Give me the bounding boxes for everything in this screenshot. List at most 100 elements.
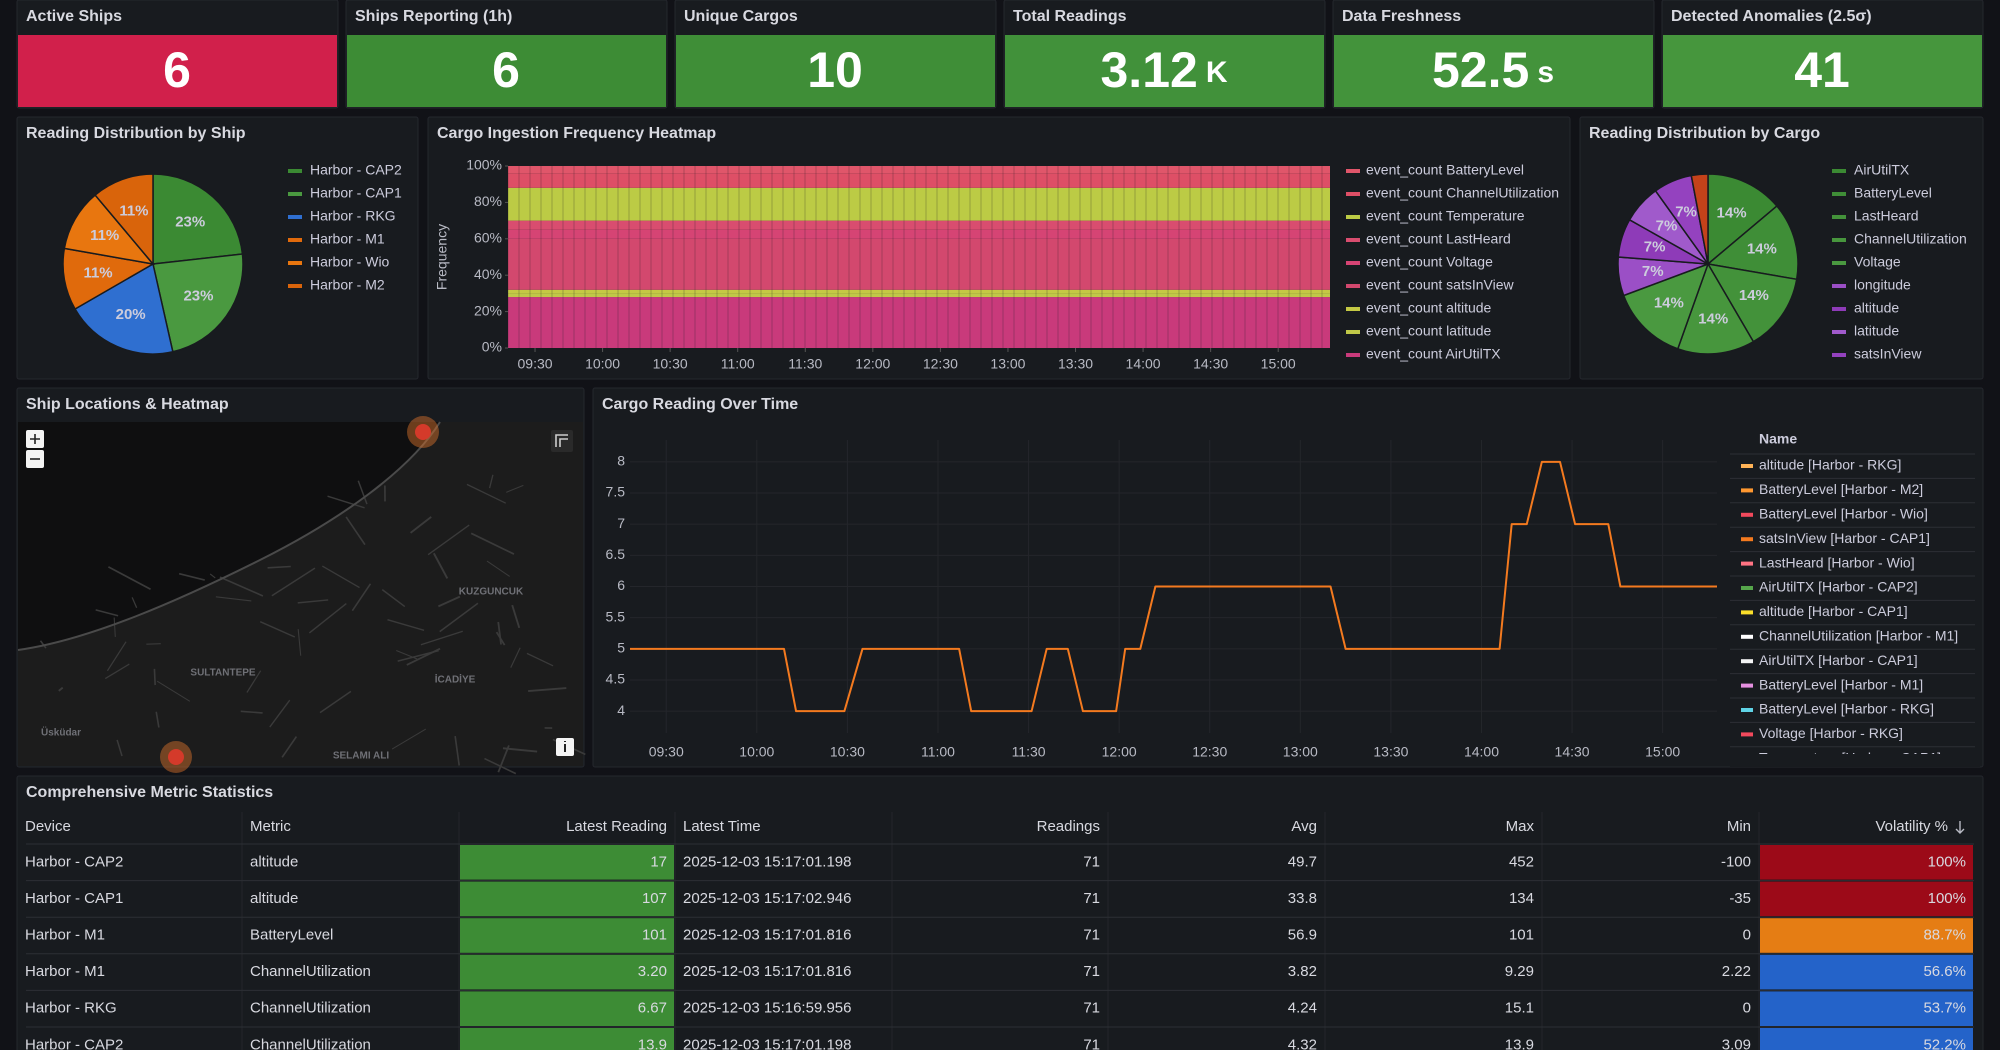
- panel-title: Cargo Ingestion Frequency Heatmap: [437, 125, 716, 142]
- column-header[interactable]: Avg: [1291, 818, 1317, 835]
- legend-label[interactable]: Voltage [Harbor - RKG]: [1759, 725, 1903, 741]
- table-cell: 6.67: [638, 1000, 667, 1017]
- column-header[interactable]: Min: [1727, 818, 1751, 835]
- x-tick-label: 11:00: [921, 744, 955, 760]
- legend-label[interactable]: ChannelUtilization [Harbor - M1]: [1759, 628, 1958, 644]
- x-tick-label: 13:00: [990, 356, 1025, 372]
- reading-cell: [460, 845, 674, 880]
- slice-label: 11%: [119, 203, 148, 220]
- panel-title: Reading Distribution by Ship: [26, 125, 246, 142]
- table-cell: 49.7: [1288, 853, 1317, 870]
- panel-title: Cargo Reading Over Time: [602, 396, 798, 413]
- x-tick-label: 10:00: [739, 744, 774, 760]
- x-tick-label: 14:00: [1464, 744, 1499, 760]
- table-cell: 33.8: [1288, 890, 1317, 907]
- table-cell: ChannelUtilization: [250, 1000, 371, 1017]
- table-cell: 0: [1743, 1000, 1751, 1017]
- table-cell: 3.09: [1722, 1036, 1751, 1050]
- table-cell: ChannelUtilization: [250, 963, 371, 980]
- legend-label: event_count AirUtilTX: [1366, 346, 1501, 362]
- map-label: KUZGUNCUK: [459, 587, 524, 598]
- legend-label: ChannelUtilization: [1854, 231, 1967, 247]
- slice-label: 14%: [1698, 311, 1728, 328]
- layers-button[interactable]: [551, 430, 573, 452]
- heatmap-band: [508, 290, 1330, 294]
- table-cell: 107: [642, 890, 667, 907]
- map-road: [146, 644, 160, 645]
- stat-unit: s: [1537, 56, 1554, 89]
- x-tick-label: 10:30: [830, 744, 865, 760]
- x-tick-label: 13:00: [1283, 744, 1318, 760]
- legend-label[interactable]: BatteryLevel [Harbor - M1]: [1759, 676, 1923, 692]
- legend-label: event_count LastHeard: [1366, 231, 1511, 247]
- legend-label[interactable]: AirUtilTX [Harbor - CAP1]: [1759, 652, 1918, 668]
- table-cell: 101: [642, 926, 667, 943]
- legend-label[interactable]: BatteryLevel [Harbor - RKG]: [1759, 701, 1934, 717]
- table-cell: 71: [1083, 1000, 1100, 1017]
- x-tick-label: 11:30: [788, 356, 822, 372]
- legend-label: Harbor - CAP1: [310, 185, 402, 201]
- panel-title: Active Ships: [26, 8, 122, 25]
- legend-label[interactable]: AirUtilTX [Harbor - CAP2]: [1759, 579, 1918, 595]
- table-cell: 2025-12-03 15:17:01.198: [683, 1036, 851, 1050]
- column-header[interactable]: Max: [1506, 818, 1535, 835]
- legend-fade: [1730, 754, 1980, 767]
- table-cell: altitude: [250, 890, 298, 907]
- table-cell: Harbor - CAP2: [25, 853, 123, 870]
- table-cell: 71: [1083, 853, 1100, 870]
- column-header[interactable]: Latest Reading: [566, 818, 667, 835]
- table-cell: 2025-12-03 15:16:59.956: [683, 1000, 851, 1017]
- column-header[interactable]: Readings: [1037, 818, 1100, 835]
- legend-label: latitude: [1854, 323, 1899, 339]
- stat-number: 52.5: [1432, 42, 1529, 98]
- table-cell: 3.82: [1288, 963, 1317, 980]
- legend-label[interactable]: BatteryLevel [Harbor - Wio]: [1759, 506, 1928, 522]
- heatmap-band: [508, 293, 1330, 297]
- y-axis-title: Frequency: [434, 224, 450, 290]
- legend-label: altitude: [1854, 300, 1899, 316]
- table-cell: 2025-12-03 15:17:01.816: [683, 926, 851, 943]
- legend-label[interactable]: LastHeard [Harbor - Wio]: [1759, 554, 1915, 570]
- table-cell: 3.20: [638, 963, 667, 980]
- x-tick-label: 13:30: [1373, 744, 1408, 760]
- slice-label: 20%: [116, 306, 146, 323]
- legend-label[interactable]: satsInView [Harbor - CAP1]: [1759, 530, 1930, 546]
- table-cell: 13.9: [638, 1036, 667, 1050]
- legend-label[interactable]: altitude [Harbor - RKG]: [1759, 457, 1901, 473]
- table-cell: Harbor - M1: [25, 963, 105, 980]
- table-cell: 56.9: [1288, 926, 1317, 943]
- stat-number: 6: [492, 42, 520, 98]
- map-label: İCADİYE: [435, 673, 476, 686]
- y-tick-label: 7: [617, 515, 625, 531]
- column-header[interactable]: Metric: [250, 818, 291, 835]
- column-header[interactable]: Device: [25, 818, 71, 835]
- legend-label: event_count BatteryLevel: [1366, 162, 1524, 178]
- table-cell: 0: [1743, 926, 1751, 943]
- y-tick-label: 100%: [466, 157, 502, 173]
- table-cell: Harbor - CAP1: [25, 890, 123, 907]
- table-cell: Harbor - RKG: [25, 1000, 117, 1017]
- table-cell: 15.1: [1505, 1000, 1534, 1017]
- column-header[interactable]: Volatility %: [1875, 818, 1948, 835]
- panel-title: Data Freshness: [1342, 8, 1461, 25]
- ship-marker: [168, 749, 184, 765]
- y-tick-label: 7.5: [606, 484, 626, 500]
- stat-number: 6: [163, 42, 191, 98]
- heatmap-band: [508, 166, 1330, 173]
- table-cell: 53.7%: [1923, 1000, 1966, 1017]
- legend-label[interactable]: altitude [Harbor - CAP1]: [1759, 603, 1908, 619]
- y-tick-label: 5.5: [606, 608, 626, 624]
- legend-label[interactable]: BatteryLevel [Harbor - M2]: [1759, 481, 1923, 497]
- slice-label: 23%: [175, 213, 205, 230]
- heatmap-band: [508, 230, 1330, 239]
- slice-label: 14%: [1654, 295, 1684, 312]
- heatmap-band: [508, 297, 1330, 348]
- legend-label: LastHeard: [1854, 208, 1919, 224]
- column-header[interactable]: Latest Time: [683, 818, 761, 835]
- table-cell: 56.6%: [1923, 963, 1966, 980]
- table-cell: 71: [1083, 963, 1100, 980]
- y-tick-label: 80%: [474, 193, 502, 209]
- heatmap-band: [508, 221, 1330, 230]
